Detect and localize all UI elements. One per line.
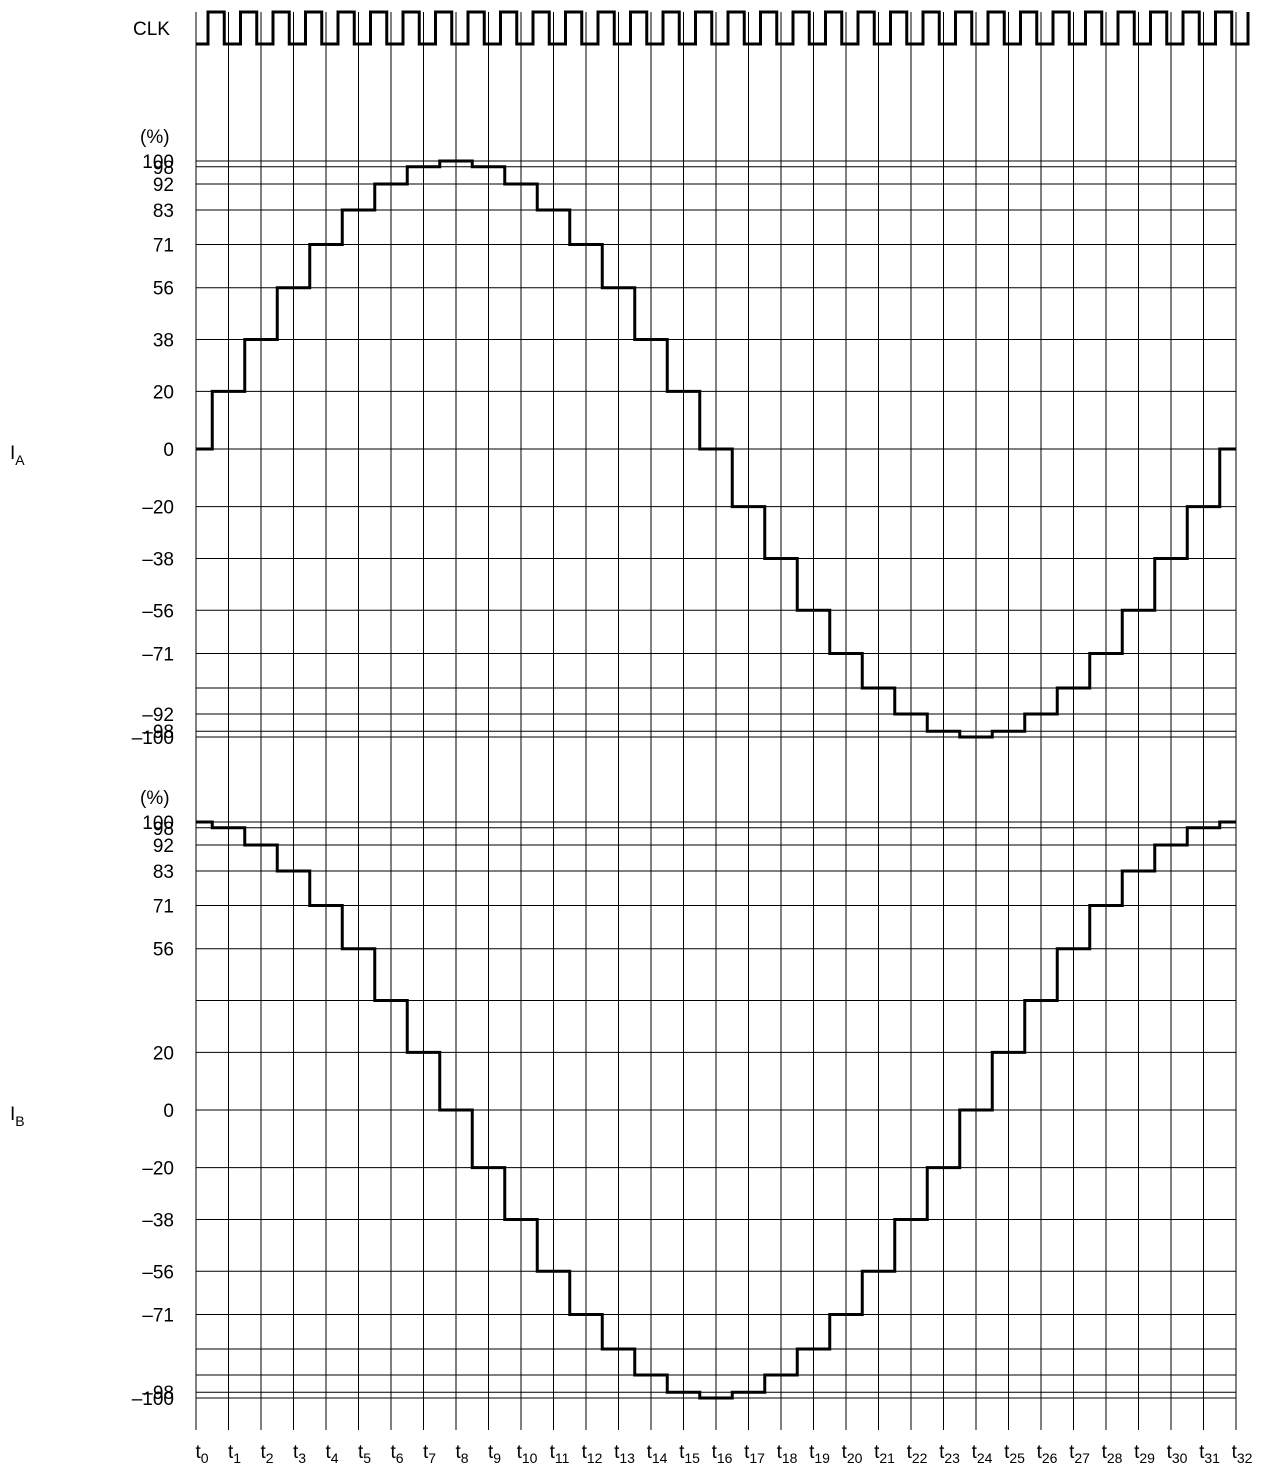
time-label-30: t30	[1167, 1442, 1188, 1466]
current-b-tick-label: –100	[132, 1389, 174, 1410]
current-b-tick-label: –98	[142, 1383, 174, 1404]
current-a-tick-label: 71	[153, 236, 174, 257]
time-label-17: t17	[744, 1442, 765, 1466]
time-label-3: t3	[293, 1442, 306, 1466]
current-a-tick-label: –98	[142, 722, 174, 743]
time-label-8: t8	[455, 1442, 468, 1466]
time-label-18: t18	[777, 1442, 798, 1466]
time-label-31: t31	[1199, 1442, 1220, 1466]
time-label-5: t5	[358, 1442, 371, 1466]
current-b-tick-label: –20	[142, 1159, 174, 1180]
current-a-tick-label: 20	[153, 382, 174, 403]
time-label-25: t25	[1004, 1442, 1025, 1466]
current-b-signal-label: IB	[10, 1104, 25, 1129]
current-b-tick-label: –56	[142, 1262, 174, 1283]
time-label-14: t14	[647, 1442, 668, 1466]
time-label-7: t7	[423, 1442, 436, 1466]
time-label-24: t24	[972, 1442, 993, 1466]
time-label-26: t26	[1037, 1442, 1058, 1466]
time-label-1: t1	[228, 1442, 241, 1466]
time-label-6: t6	[390, 1442, 403, 1466]
time-label-12: t12	[582, 1442, 603, 1466]
current-a-tick-label: –56	[142, 601, 174, 622]
current-a-tick-label: –38	[142, 549, 174, 570]
time-label-4: t4	[325, 1442, 338, 1466]
time-gridlines	[195, 12, 1237, 1430]
time-label-20: t20	[842, 1442, 863, 1466]
time-label-22: t22	[907, 1442, 928, 1466]
current-b-waveform	[196, 820, 1236, 1400]
time-axis-labels: t0 t1 t2 t3 t4 t5 t6 t7 t8 t9 t10 t11 t12 t13 t14 t15 t1…	[195, 1442, 1252, 1466]
time-label-29: t29	[1134, 1442, 1155, 1466]
current-b-tick-label: 98	[153, 819, 174, 840]
current-a-tick-label: –92	[142, 705, 174, 726]
current-a-tick-label: –100	[132, 728, 174, 749]
time-label-21: t21	[874, 1442, 895, 1466]
current-a-tick-label: 92	[153, 175, 174, 196]
current-a-tick-label: 0	[163, 440, 174, 461]
current-a-tick-label: 56	[153, 279, 174, 300]
current-a-unit-label: (%)	[140, 127, 170, 148]
current-b-tick-label: –71	[142, 1305, 174, 1326]
time-label-15: t15	[679, 1442, 700, 1466]
current-a-waveform	[196, 159, 1236, 739]
time-label-27: t27	[1069, 1442, 1090, 1466]
current-b-tick-label: –38	[142, 1210, 174, 1231]
current-b-tick-label: 92	[153, 836, 174, 857]
time-label-10: t10	[517, 1442, 538, 1466]
time-label-28: t28	[1102, 1442, 1123, 1466]
time-label-11: t11	[550, 1442, 570, 1466]
time-label-9: t9	[488, 1442, 501, 1466]
current-b-tick-label: 0	[163, 1101, 174, 1122]
current-b-tick-label: 56	[153, 940, 174, 961]
time-label-19: t19	[809, 1442, 830, 1466]
current-b-tick-label: 20	[153, 1043, 174, 1064]
time-label-16: t16	[712, 1442, 733, 1466]
time-label-32: t32	[1232, 1442, 1253, 1466]
current-a-tick-label: –71	[142, 644, 174, 665]
current-a-signal-label: IA	[10, 443, 25, 468]
current-b-tick-label: 83	[153, 862, 174, 883]
time-label-23: t23	[939, 1442, 960, 1466]
clock-label: CLK	[133, 19, 170, 40]
current-a-tick-label: 98	[153, 158, 174, 179]
clock-panel: CLK	[133, 10, 1250, 46]
time-label-0: t0	[195, 1442, 208, 1466]
current-a-tick-label: 83	[153, 201, 174, 222]
time-label-2: t2	[260, 1442, 273, 1466]
time-label-13: t13	[614, 1442, 635, 1466]
current-a-tick-label: 100	[142, 152, 174, 173]
current-a-tick-label: 38	[153, 331, 174, 352]
current-b-unit-label: (%)	[140, 788, 170, 809]
current-b-tick-label: 100	[142, 813, 174, 834]
current-b-tick-label: 71	[153, 897, 174, 918]
current-a-tick-label: –20	[142, 498, 174, 519]
clock-waveform	[196, 10, 1250, 46]
